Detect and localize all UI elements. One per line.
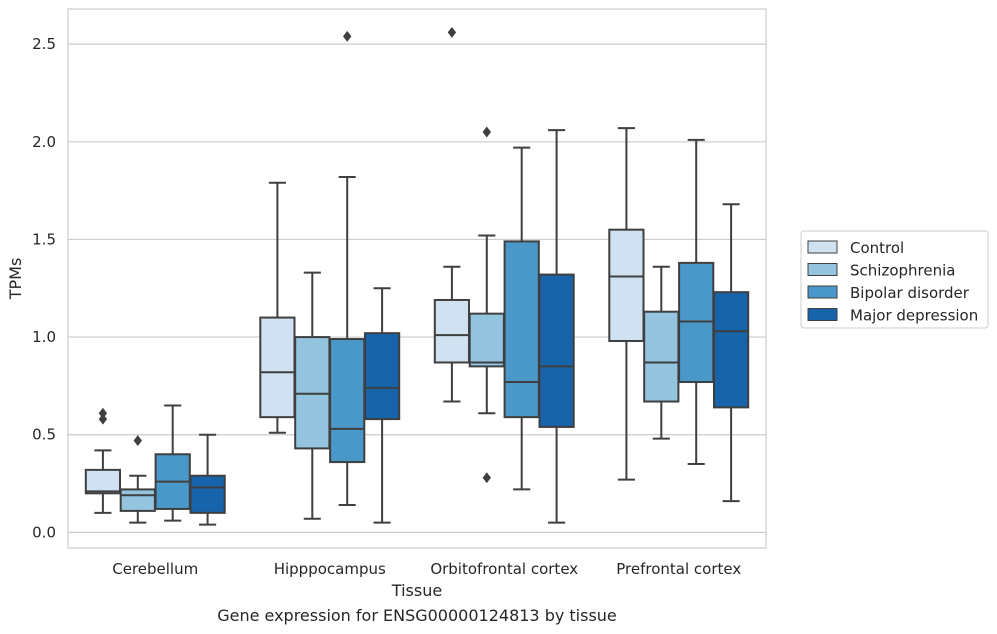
box-major-depression (189, 433, 226, 526)
outlier-point (482, 126, 491, 138)
box-iqr (363, 332, 401, 421)
legend-label: Major depression (850, 307, 978, 325)
x-tick-label: Hipppocampus (274, 560, 386, 578)
outlier-point (447, 26, 457, 38)
box-iqr (329, 338, 366, 464)
outlier-point (343, 30, 352, 42)
y-tick-label: 1.0 (32, 328, 56, 346)
x-tick-label: Orbitofrontal cortex (430, 560, 578, 578)
box-major-depression (538, 129, 575, 524)
box-major-depression (712, 203, 750, 503)
box-iqr (712, 291, 750, 409)
x-tick-label: Prefrontal cortex (616, 560, 741, 578)
legend: Control Schizophrenia Bipolar disorder Majo… (800, 230, 989, 329)
legend-swatch (807, 263, 838, 276)
figure-caption: Gene expression for ENSG00000124813 by t… (217, 606, 617, 625)
box-control (84, 407, 122, 514)
box-iqr (189, 474, 226, 514)
box-iqr (608, 228, 645, 342)
outlier-point (482, 472, 491, 484)
box-iqr (538, 273, 575, 428)
plot-area (67, 8, 767, 549)
y-axis-label: TPMs (6, 258, 25, 301)
box-iqr (259, 316, 296, 419)
outlier-point (133, 435, 142, 447)
y-tick-label: 1.5 (32, 230, 56, 248)
x-axis-label: Tissue (391, 581, 442, 600)
box-control (433, 26, 471, 403)
legend-label: Bipolar disorder (850, 284, 970, 302)
y-axis-ticks: 0.0 0.5 1.0 1.5 2.0 2.5 (32, 35, 56, 541)
box-control (608, 127, 645, 481)
legend-swatch (807, 285, 838, 299)
legend-swatch (807, 240, 838, 254)
legend-box (800, 230, 989, 329)
box-iqr (119, 488, 156, 512)
box-schizophrenia (468, 126, 505, 484)
box-iqr (643, 310, 680, 403)
y-tick-label: 2.0 (32, 133, 56, 151)
box-iqr (468, 312, 505, 368)
outlier-point (98, 407, 108, 419)
y-tick-label: 0.5 (32, 426, 56, 444)
x-tick-label: Cerebellum (112, 560, 198, 578)
outlier-point (98, 413, 108, 425)
legend-label: Control (850, 239, 904, 257)
y-tick-label: 2.5 (32, 35, 56, 53)
box-groups (84, 26, 750, 526)
y-tick-label: 0.0 (32, 523, 56, 541)
box-schizophrenia (643, 265, 680, 440)
box-schizophrenia (119, 435, 156, 524)
box-schizophrenia (294, 271, 331, 520)
legend-label: Schizophrenia (850, 262, 955, 280)
box-iqr (84, 468, 122, 495)
box-iqr (433, 298, 471, 364)
box-iqr (503, 240, 540, 419)
x-axis-ticks: Cerebellum Hipppocampus Orbitofrontal cort… (112, 560, 741, 578)
box-bipolar-disorder (329, 30, 366, 507)
grid-lines (68, 43, 766, 533)
legend-swatch (807, 308, 838, 321)
box-control (259, 181, 296, 434)
box-bipolar-disorder (678, 138, 715, 466)
box-bipolar-disorder (503, 146, 540, 491)
box-bipolar-disorder (154, 404, 191, 522)
box-major-depression (363, 287, 401, 524)
